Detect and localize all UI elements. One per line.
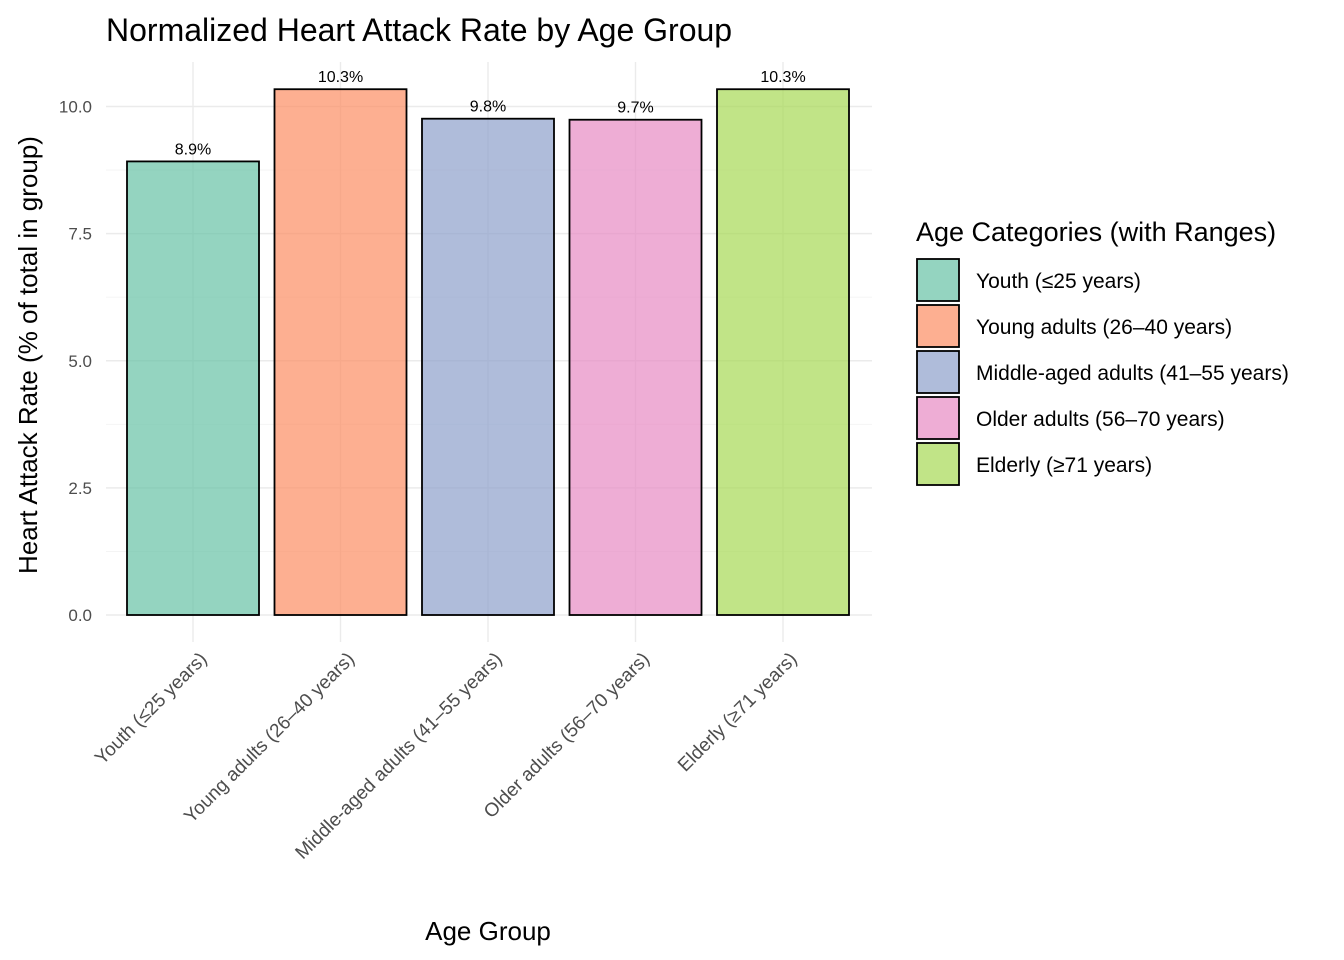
y-tick-label: 2.5 [68,479,92,498]
legend-title: Age Categories (with Ranges) [916,217,1276,247]
x-axis-ticks: Youth (≤25 years)Young adults (26–40 yea… [91,649,801,864]
x-tick-label: Older adults (56–70 years) [480,649,654,823]
bar [126,160,260,616]
y-axis-title: Heart Attack Rate (% of total in group) [13,136,43,574]
legend-label: Older adults (56–70 years) [976,408,1225,431]
bar [568,118,703,616]
chart-title: Normalized Heart Attack Rate by Age Grou… [106,12,732,48]
legend-swatch [916,258,960,302]
bars [126,88,850,616]
legend-swatch [916,304,960,348]
x-tick-label: Young adults (26–40 years) [180,649,359,828]
legend-swatch [916,396,960,440]
y-tick-label: 10.0 [59,98,92,117]
y-tick-label: 0.0 [68,606,92,625]
legend-label: Middle-aged adults (41–55 years) [976,362,1289,385]
x-tick-label: Elderly (≥71 years) [674,649,802,777]
x-tick-label: Youth (≤25 years) [91,649,211,769]
data-label: 9.8% [470,99,506,116]
legend-label: Elderly (≥71 years) [976,454,1152,477]
x-axis-title: Age Group [425,916,551,946]
data-labels: 8.9% 10.3% 9.8% 9.7% 10.3% [175,69,806,158]
legend: Age Categories (with Ranges) Youth (≤25 … [916,217,1289,486]
y-axis-ticks: 0.0 2.5 5.0 7.5 10.0 [59,98,92,626]
y-tick-label: 5.0 [68,352,92,371]
legend-swatch [916,350,960,394]
data-label: 8.9% [175,141,211,158]
legend-label: Youth (≤25 years) [976,270,1141,293]
y-tick-label: 7.5 [68,225,92,244]
data-label: 10.3% [760,69,805,86]
bar [421,117,555,616]
data-label: 9.7% [617,100,653,117]
data-label: 10.3% [318,69,363,86]
legend-items: Youth (≤25 years) Young adults (26–40 yea… [916,258,1289,486]
bar [273,88,408,616]
bar [716,88,850,616]
legend-label: Young adults (26–40 years) [976,316,1232,339]
legend-swatch [916,442,960,486]
